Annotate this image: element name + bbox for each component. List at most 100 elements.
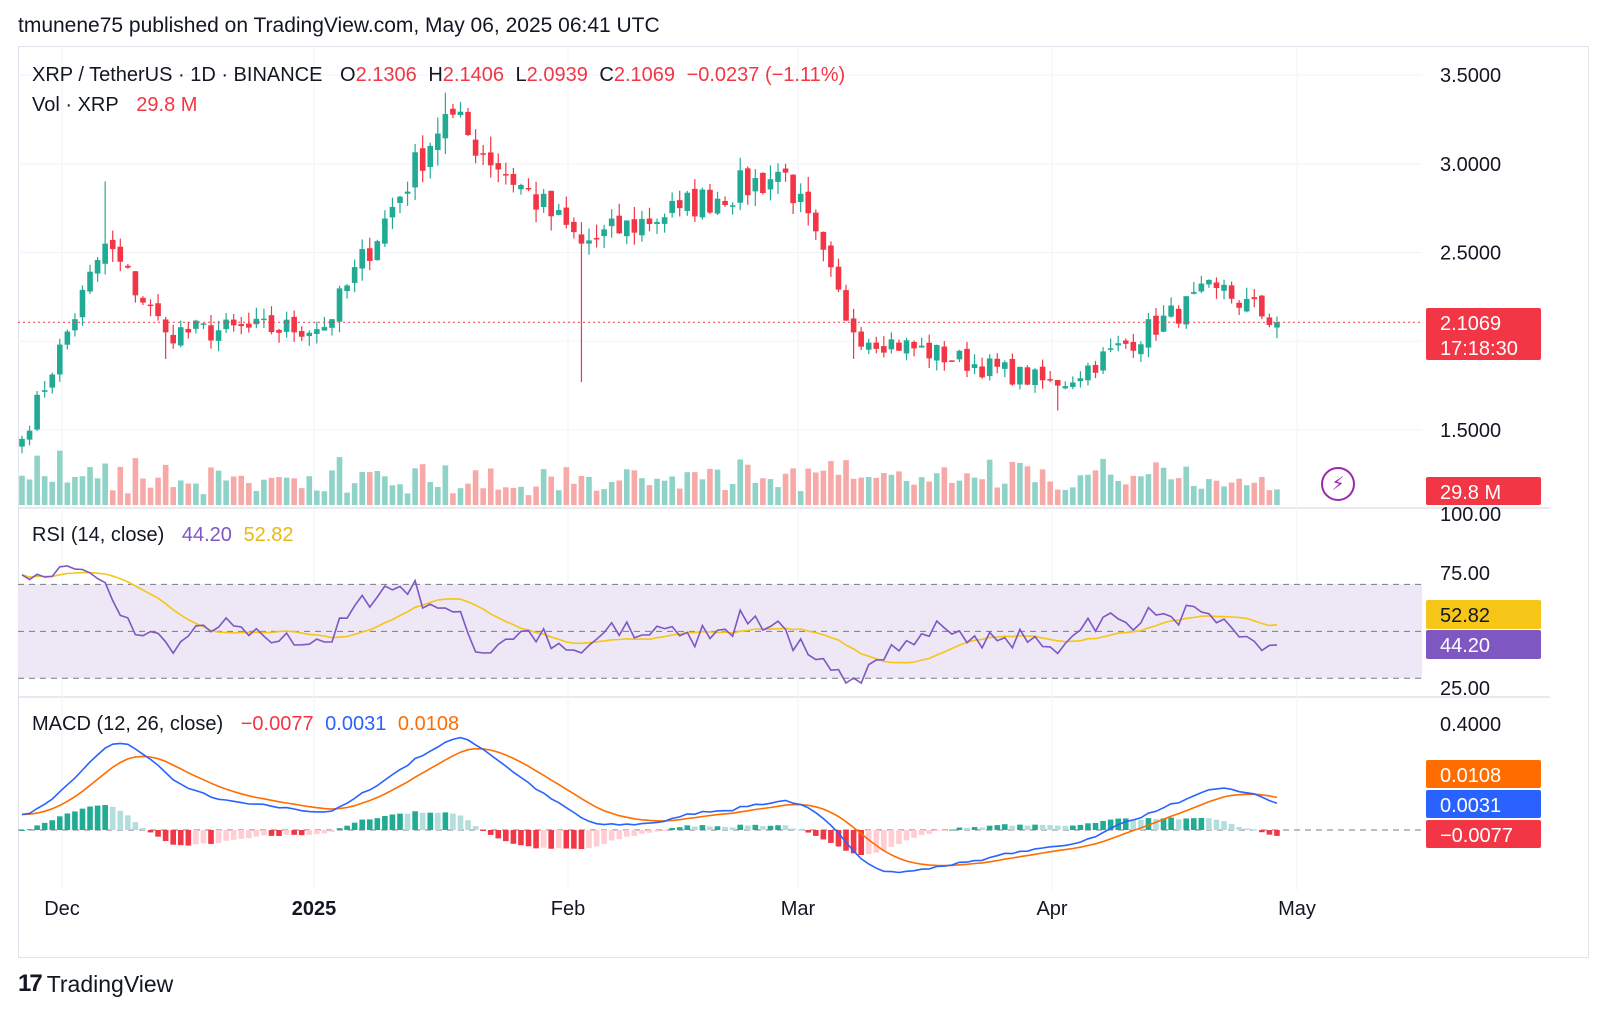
volume-bar	[404, 493, 411, 505]
macd-hist-bar	[495, 830, 502, 839]
candle-body	[775, 171, 781, 182]
volume-bar	[261, 479, 267, 505]
macd-hist-bar	[170, 830, 176, 845]
volume-bar	[1274, 489, 1280, 505]
candle-body	[1206, 279, 1212, 285]
volume-bar	[427, 482, 434, 505]
tradingview-logo-text: TradingView	[46, 970, 174, 997]
candle-body	[813, 212, 819, 232]
candle-body	[820, 231, 827, 250]
volume-bar	[291, 478, 297, 505]
volume-bar	[729, 484, 736, 505]
volume-bar	[193, 483, 199, 505]
macd-hist-bar	[193, 830, 199, 845]
volume-bar	[19, 475, 25, 505]
macd-hist-bar	[578, 830, 585, 850]
macd-hist-bar	[1206, 818, 1212, 830]
macd-hist-bar	[752, 824, 759, 830]
macd-hist-bar	[306, 830, 313, 835]
candle-body	[1274, 322, 1280, 328]
volume-bar	[1070, 487, 1076, 505]
candle-body	[26, 430, 33, 440]
candle-body	[1122, 340, 1129, 344]
macd-hist-bar	[177, 830, 184, 846]
candle-body	[238, 324, 245, 327]
macd-hist-bar	[435, 812, 441, 830]
volume-bar	[1009, 461, 1016, 505]
volume-bar	[359, 471, 365, 505]
volume-bar	[555, 490, 562, 505]
macd-hist-bar	[374, 818, 381, 830]
macd-label[interactable]: MACD (12, 26, close)	[32, 713, 224, 735]
candle-body	[1175, 308, 1182, 324]
volume-bar	[1236, 478, 1242, 505]
candle-body	[933, 344, 940, 361]
candle-body	[298, 331, 305, 337]
candle-body	[971, 364, 978, 369]
price-axis-label: 3.5000	[1440, 65, 1501, 87]
candle-body	[132, 271, 139, 296]
candle-body	[1062, 386, 1069, 389]
macd-hist-bar	[109, 806, 116, 830]
macd-hist-bar	[533, 830, 539, 849]
candle-body	[1100, 351, 1106, 371]
macd-hist-bar	[881, 830, 887, 851]
macd-tag	[1426, 790, 1541, 818]
volume-bar	[351, 483, 358, 505]
macd-signal-line	[21, 747, 1278, 867]
candle-body	[744, 168, 751, 196]
candle-body	[64, 331, 71, 345]
open-label: O	[340, 64, 356, 86]
volume-bar	[208, 467, 214, 505]
candle-body	[631, 219, 638, 233]
tradingview-logo[interactable]: 17 TradingView	[18, 970, 173, 998]
candle-body	[888, 339, 895, 350]
close-label: C	[599, 64, 614, 86]
volume-bar	[306, 476, 313, 505]
macd-hist-bar	[147, 830, 154, 833]
volume-bar	[503, 487, 509, 505]
macd-hist-bar	[722, 826, 728, 830]
rsi-ma-tag-text: 52.82	[1440, 605, 1490, 627]
volume-bar	[760, 478, 766, 505]
candle-body	[1266, 317, 1273, 325]
candle-body	[185, 328, 192, 333]
candle-body	[41, 390, 48, 392]
volume-bar	[865, 477, 872, 505]
symbol-label[interactable]: XRP / TetherUS · 1D · BINANCE	[32, 64, 323, 86]
volume-label[interactable]: Vol · XRP	[32, 94, 119, 116]
macd-hist-bar	[359, 819, 365, 830]
volume-bar	[896, 471, 902, 505]
main-legend: XRP / TetherUS · 1D · BINANCE O2.1306 H2…	[32, 64, 851, 87]
low-value: 2.0939	[526, 64, 588, 86]
macd-hist-bar	[162, 830, 169, 842]
candle-body	[949, 360, 955, 362]
lightning-icon[interactable]: ⚡	[1321, 467, 1355, 501]
candle-body	[926, 342, 932, 359]
volume-bar	[185, 483, 192, 505]
macd-hist-bar	[624, 830, 630, 837]
macd-hist-bar	[1266, 830, 1273, 835]
macd-hist-bar	[540, 830, 547, 848]
macd-hist-bar	[586, 830, 592, 849]
candle-body	[828, 245, 834, 268]
volume-bar	[639, 478, 645, 505]
candle-body	[571, 221, 577, 233]
macd-hist-bar	[261, 830, 267, 836]
macd-hist-bar	[366, 819, 373, 830]
volume-bar	[26, 479, 33, 505]
volume-bar	[616, 480, 623, 505]
rsi-label[interactable]: RSI (14, close)	[32, 524, 165, 546]
candle-body	[412, 152, 418, 188]
volume-bar	[933, 473, 940, 505]
candle-body	[291, 316, 297, 333]
macd-hist-bar	[971, 827, 978, 830]
volume-bar	[986, 459, 993, 505]
volume-bar	[1122, 484, 1129, 505]
macd-hist-bar	[858, 830, 864, 856]
candle-body	[533, 194, 539, 210]
candle-body	[1002, 362, 1008, 369]
volume-bar	[238, 475, 245, 505]
candle-body	[1251, 297, 1258, 300]
